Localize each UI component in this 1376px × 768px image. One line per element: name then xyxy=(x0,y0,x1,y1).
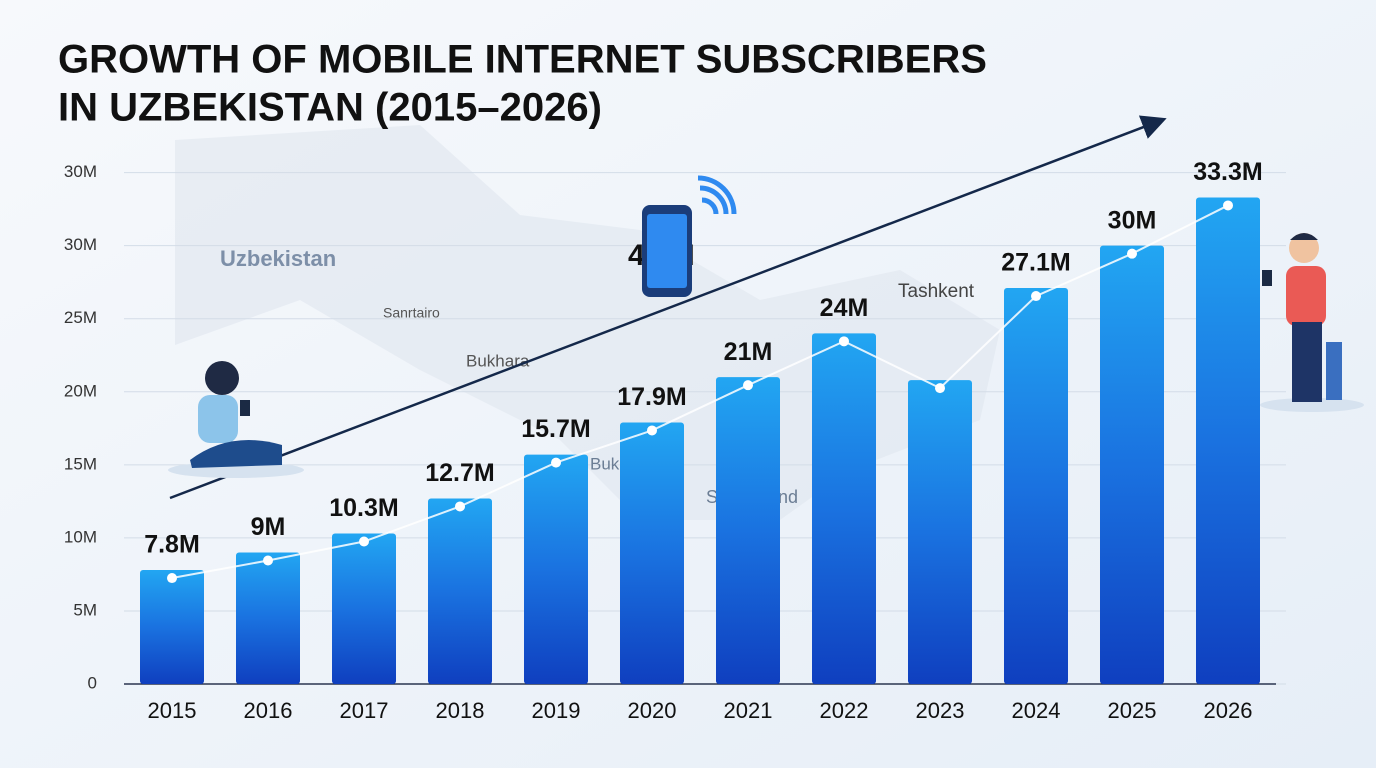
bar xyxy=(1100,245,1164,684)
y-tick-label: 30M xyxy=(64,162,97,181)
trend-dot xyxy=(1223,200,1233,211)
x-tick-label: 2019 xyxy=(532,698,581,723)
bar xyxy=(716,377,780,684)
y-tick-label: 25M xyxy=(64,308,97,327)
x-tick-label: 2024 xyxy=(1012,698,1061,723)
value-label: 24M xyxy=(820,294,869,322)
y-tick-label: 0 xyxy=(88,673,97,692)
bar xyxy=(236,552,300,684)
annotation: Sanrtairo xyxy=(383,305,440,321)
bar xyxy=(524,454,588,684)
value-label: 12.7M xyxy=(425,459,494,487)
bar xyxy=(332,533,396,684)
x-tick-label: 2021 xyxy=(724,698,773,723)
x-tick-label: 2017 xyxy=(340,698,389,723)
annotation: Uzbekistan xyxy=(220,246,336,271)
y-tick-label: 15M xyxy=(64,454,97,473)
trend-dot xyxy=(1031,291,1041,302)
chart-title: GROWTH OF MOBILE INTERNET SUBSCRIBERS xyxy=(58,38,987,82)
trend-dot xyxy=(263,555,273,566)
bar xyxy=(428,498,492,684)
bar xyxy=(1196,197,1260,684)
bar xyxy=(620,422,684,684)
x-tick-label: 2020 xyxy=(628,698,677,723)
x-tick-label: 2022 xyxy=(820,698,869,723)
plot: 0 5M 10M 15M 20M 25M 30M 30M Uzbekistan Sanrtairo… xyxy=(64,158,1286,723)
x-tick-label: 2016 xyxy=(244,698,293,723)
y-tick-label: 5M xyxy=(73,600,97,619)
bar xyxy=(908,380,972,684)
value-label: 33.3M xyxy=(1193,158,1262,186)
value-label: 21M xyxy=(724,338,773,366)
value-label: 30M xyxy=(1108,206,1157,234)
annotation: Bukhara xyxy=(466,351,530,370)
person-right xyxy=(1260,233,1364,412)
x-tick-label: 2025 xyxy=(1108,698,1157,723)
y-tick-label: 10M xyxy=(64,527,97,546)
trend-dot xyxy=(743,380,753,391)
y-tick-label: 30M xyxy=(64,235,97,254)
trend-dot xyxy=(167,573,177,584)
trend-dot xyxy=(455,501,465,512)
value-label: 10.3M xyxy=(329,494,398,522)
bar xyxy=(812,333,876,684)
phone-icon xyxy=(642,175,737,297)
trend-arrow xyxy=(169,115,1167,500)
person-left xyxy=(168,361,304,478)
x-tick-label: 2023 xyxy=(916,698,965,723)
y-tick-label: 20M xyxy=(64,381,97,400)
trend-dot xyxy=(1127,248,1137,259)
trend-line xyxy=(171,204,1229,580)
value-label: 15.7M xyxy=(521,415,590,443)
x-tick-label: 2026 xyxy=(1204,698,1253,723)
annotation: Tashkent xyxy=(898,281,975,302)
trend-dot xyxy=(359,536,369,547)
x-tick-label: 2018 xyxy=(436,698,485,723)
trend-dot xyxy=(551,457,561,468)
value-label: 9M xyxy=(251,513,286,541)
chart-title: IN UZBEKISTAN (2015–2026) xyxy=(58,86,602,130)
trend-dot xyxy=(839,336,849,347)
bar xyxy=(1004,288,1068,684)
bar xyxy=(140,570,204,684)
value-label: 27.1M xyxy=(1001,249,1070,277)
value-label: 17.9M xyxy=(617,383,686,411)
map-shape xyxy=(175,125,1000,520)
trend-dot xyxy=(935,383,945,394)
trend-dot xyxy=(647,425,657,436)
x-tick-label: 2015 xyxy=(148,698,197,723)
value-label: 7.8M xyxy=(144,531,200,559)
